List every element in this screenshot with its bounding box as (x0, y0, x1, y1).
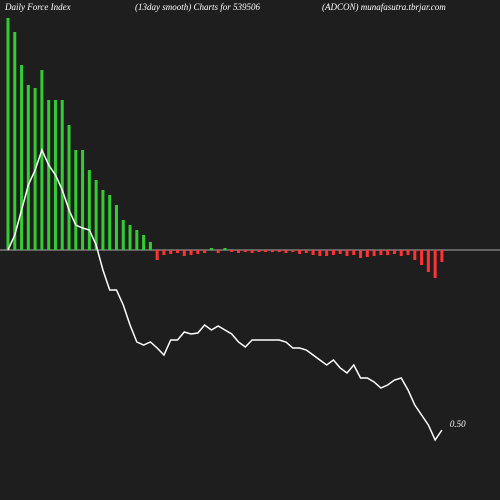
bar (87, 170, 91, 250)
bar (189, 250, 193, 255)
bar (426, 250, 430, 272)
bar (399, 250, 403, 256)
bar (277, 250, 281, 252)
bar (60, 100, 64, 250)
bar (81, 150, 85, 250)
bar (216, 250, 220, 253)
bar (108, 195, 112, 250)
bar (352, 250, 356, 255)
bar (203, 250, 207, 253)
bar (270, 250, 274, 252)
bar (169, 250, 173, 254)
bar (135, 230, 139, 250)
bar (264, 250, 268, 252)
bar (128, 225, 132, 250)
bar (386, 250, 390, 255)
bar (318, 250, 322, 256)
bar (230, 250, 234, 252)
bar (196, 250, 200, 254)
bar (311, 250, 315, 255)
bar (392, 250, 396, 254)
source: (ADCON) munafasutra.tbrjar.com (322, 2, 446, 12)
bar (298, 250, 302, 254)
bar (284, 250, 288, 253)
chart-title: Daily Force Index (4, 2, 71, 12)
bar (331, 250, 335, 255)
bar (406, 250, 410, 255)
bar (291, 250, 295, 252)
line (7, 147, 443, 442)
bar (40, 70, 44, 250)
bar (359, 250, 363, 258)
bar (325, 250, 329, 256)
bar (209, 248, 213, 250)
bar (20, 65, 24, 250)
bar (182, 250, 186, 256)
bar (433, 250, 437, 278)
end-label: 0.50 (450, 419, 466, 429)
bar (74, 150, 78, 250)
bar (345, 250, 349, 256)
bar (338, 250, 342, 254)
bar (94, 180, 98, 250)
bar (13, 32, 17, 250)
bar (142, 235, 146, 250)
bar (243, 250, 247, 252)
bar (114, 205, 118, 250)
bar (148, 242, 152, 250)
bar (6, 18, 10, 250)
bar (372, 250, 376, 256)
bar (365, 250, 369, 257)
bar (26, 85, 30, 250)
bar (420, 250, 424, 265)
chart-subtitle: (13day smooth) Charts for 539506 (135, 2, 261, 12)
bar (250, 250, 254, 253)
bar (162, 250, 166, 255)
bar (223, 248, 227, 250)
bar (440, 250, 444, 262)
bar (304, 250, 308, 253)
bar (176, 250, 179, 253)
bar (379, 250, 383, 255)
bar (47, 100, 51, 250)
bar (413, 250, 417, 260)
bar (101, 190, 105, 250)
bar (155, 250, 159, 260)
bar (257, 250, 261, 252)
bar (67, 125, 71, 250)
bar (121, 220, 125, 250)
bar (237, 250, 241, 253)
